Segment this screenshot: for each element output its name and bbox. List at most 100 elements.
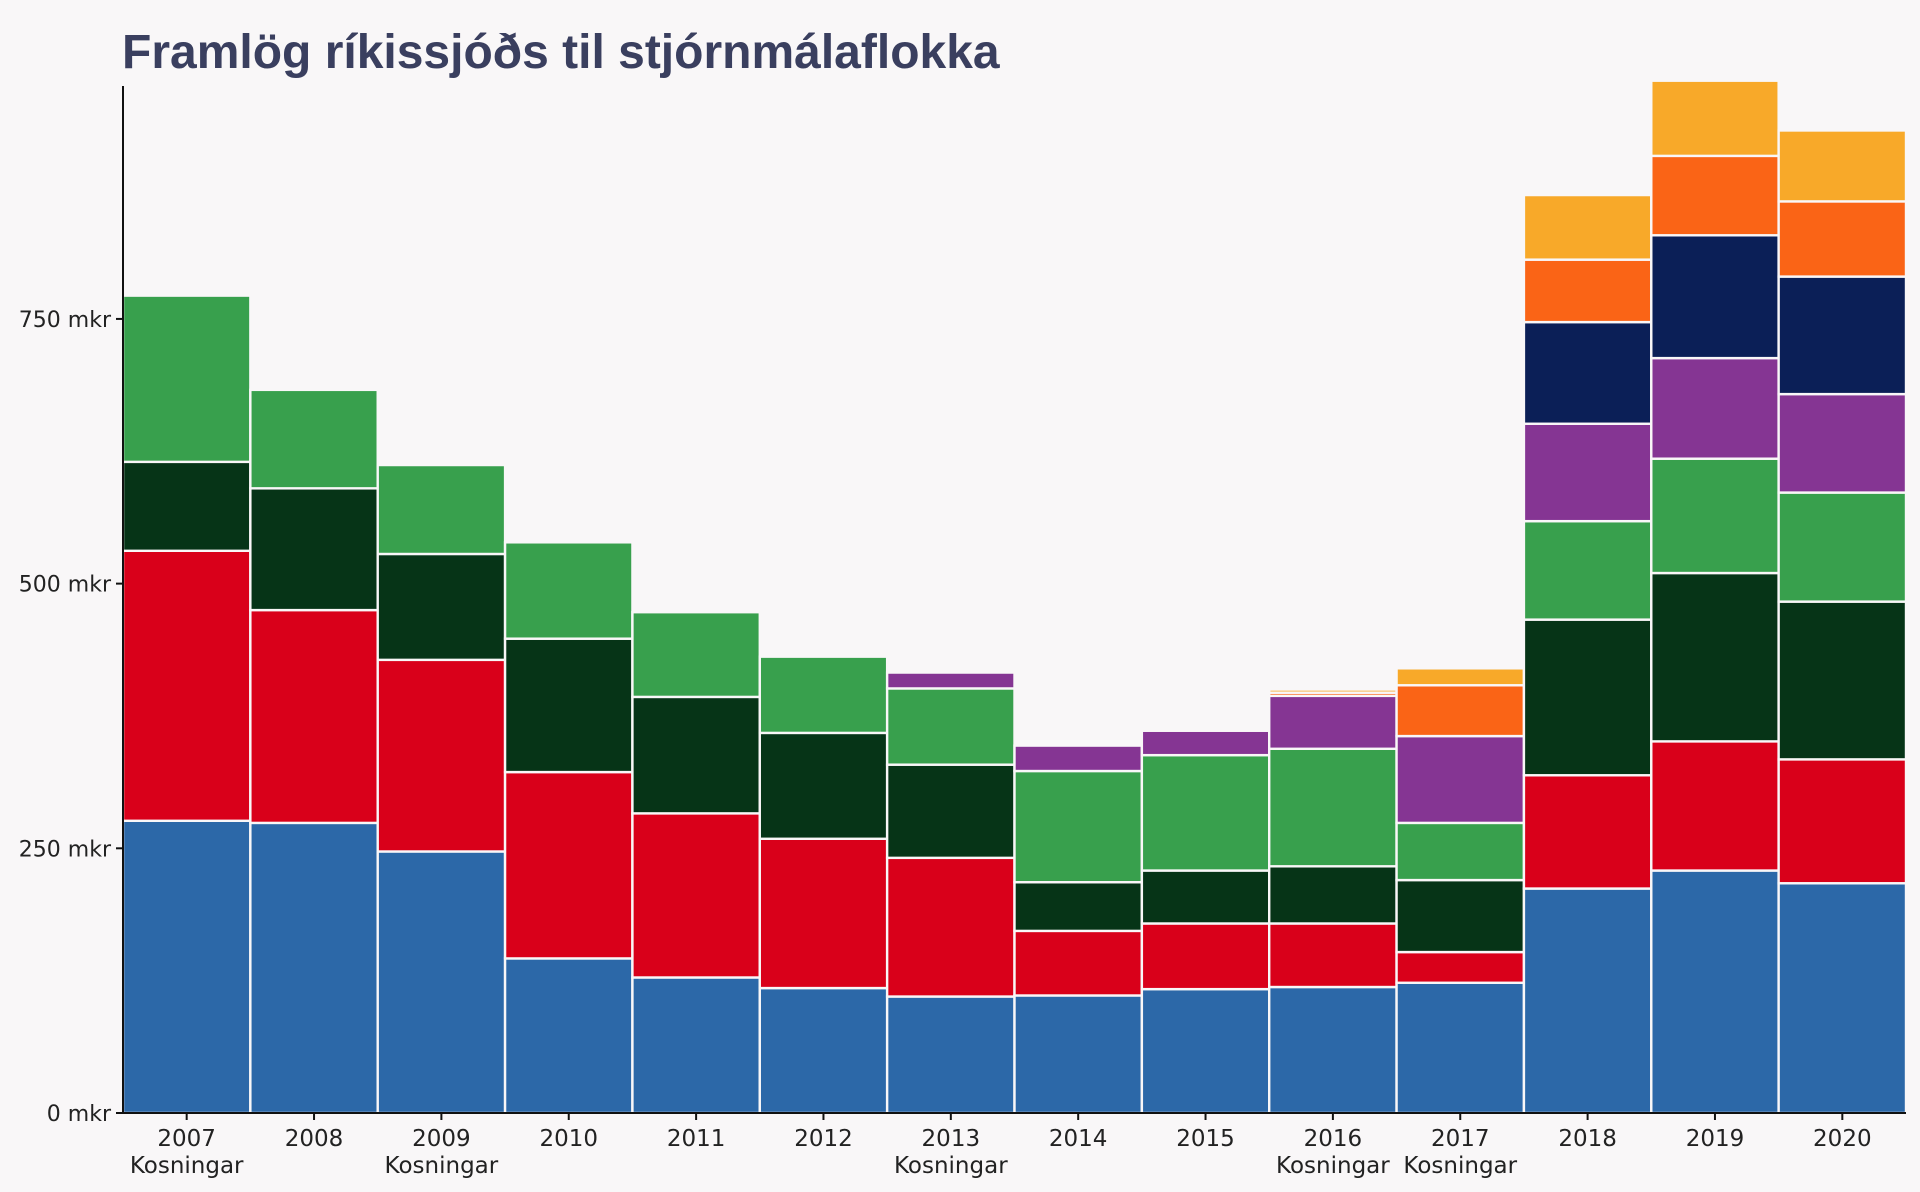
bar-2008-series-1 — [249, 821, 379, 1115]
election-annotation: Kosningar — [1403, 1153, 1517, 1179]
bar-2012-series-1 — [758, 986, 889, 1115]
bar-2018-series-8 — [1522, 193, 1653, 261]
bar-2019-series-6 — [1650, 234, 1780, 360]
election-annotation: Kosningar — [1276, 1153, 1390, 1179]
bar-2020-series-1 — [1777, 882, 1908, 1115]
bar-2010-series-2 — [503, 770, 634, 960]
y-tick-label: 750 mkr — [19, 308, 112, 333]
bar-2015-series-3 — [1140, 869, 1271, 925]
x-tick-label: 2015 — [1176, 1126, 1235, 1152]
x-tick-label: 2020 — [1813, 1126, 1872, 1152]
bar-2019-series-5 — [1650, 356, 1780, 460]
bar-2008-series-2 — [249, 608, 379, 825]
election-annotation: Kosningar — [385, 1153, 499, 1179]
bar-2015-series-2 — [1140, 922, 1271, 991]
chart-title: Framlög ríkissjóðs til stjórnmálaflokka — [122, 26, 1000, 79]
bar-2020-series-7 — [1777, 200, 1908, 278]
y-tick-label: 250 mkr — [19, 837, 112, 862]
bar-2017-series-8 — [1395, 667, 1526, 687]
bar-2008-series-3 — [249, 487, 379, 612]
y-tick-label: 500 mkr — [19, 573, 112, 598]
bar-2007-series-1 — [121, 819, 252, 1115]
bar-2017-series-5 — [1395, 734, 1526, 825]
bar-2016-series-1 — [1268, 985, 1398, 1115]
bar-2010-series-1 — [503, 957, 634, 1115]
bar-2010-series-4 — [503, 541, 634, 640]
bar-2016-series-8 — [1268, 688, 1398, 694]
bar-2018-series-2 — [1522, 774, 1653, 890]
bar-2013-series-4 — [885, 687, 1016, 766]
bar-2015-series-1 — [1140, 987, 1271, 1115]
bar-2009-series-3 — [376, 552, 507, 662]
bar-2009-series-1 — [376, 850, 507, 1115]
bar-2008-series-4 — [249, 388, 379, 490]
bar-2019-series-7 — [1650, 154, 1780, 237]
election-annotation: Kosningar — [130, 1153, 244, 1179]
bar-2017-series-2 — [1395, 950, 1526, 984]
bar-2015-series-4 — [1140, 753, 1271, 872]
bar-2012-series-2 — [758, 837, 889, 990]
x-tick-label: 2010 — [539, 1126, 598, 1152]
bar-2014-series-2 — [1013, 929, 1144, 997]
bar-2009-series-2 — [376, 658, 507, 853]
bar-2014-series-4 — [1013, 769, 1144, 884]
bar-2011-series-2 — [631, 812, 761, 979]
x-tick-label: 2014 — [1049, 1126, 1108, 1152]
bar-2007-series-4 — [121, 294, 252, 464]
bar-2016-series-4 — [1268, 747, 1398, 868]
bar-2016-series-2 — [1268, 922, 1398, 989]
bar-2017-series-1 — [1395, 981, 1526, 1115]
bar-2011-series-4 — [631, 611, 761, 699]
bar-2012-series-3 — [758, 731, 889, 840]
bar-2020-series-2 — [1777, 758, 1908, 885]
bar-2014-series-5 — [1013, 744, 1144, 773]
bar-2009-series-4 — [376, 463, 507, 556]
bar-2019-series-3 — [1650, 571, 1780, 743]
bar-2017-series-4 — [1395, 821, 1526, 882]
x-tick-label: 2019 — [1686, 1126, 1745, 1152]
bar-2019-series-8 — [1650, 79, 1780, 158]
bar-2018-series-4 — [1522, 519, 1653, 621]
bar-2020-series-3 — [1777, 600, 1908, 761]
bar-2020-series-5 — [1777, 392, 1908, 494]
x-tick-label: 2012 — [794, 1126, 853, 1152]
bar-2019-series-2 — [1650, 740, 1780, 872]
bar-2019-series-4 — [1650, 457, 1780, 575]
bar-2011-series-3 — [631, 695, 761, 815]
x-tick-label: 2013 — [922, 1126, 981, 1152]
bar-2015-series-5 — [1140, 729, 1271, 757]
bar-2012-series-4 — [758, 655, 889, 735]
bar-2013-series-5 — [885, 671, 1016, 690]
bar-2007-series-3 — [121, 460, 252, 552]
bar-2017-series-3 — [1395, 878, 1526, 954]
x-tick-label: 2016 — [1304, 1126, 1363, 1152]
bar-2018-series-5 — [1522, 422, 1653, 523]
bars-group — [121, 79, 1908, 1115]
bar-2013-series-3 — [885, 763, 1016, 860]
y-axis: 0 mkr 250 mkr 500 mkr 750 mkr — [19, 86, 124, 1127]
bar-2007-series-2 — [121, 549, 252, 822]
y-tick-label: 0 mkr — [47, 1102, 112, 1127]
bar-2018-series-7 — [1522, 258, 1653, 324]
bar-2013-series-2 — [885, 856, 1016, 998]
x-tick-label: 2009 — [412, 1126, 471, 1152]
x-tick-label: 2017 — [1431, 1126, 1490, 1152]
bar-2018-series-3 — [1522, 618, 1653, 777]
x-tick-label: 2008 — [285, 1126, 344, 1152]
bar-2014-series-1 — [1013, 994, 1144, 1115]
bar-2013-series-1 — [885, 995, 1016, 1115]
bar-2020-series-6 — [1777, 275, 1908, 396]
election-annotation: Kosningar — [894, 1153, 1008, 1179]
bar-2020-series-4 — [1777, 491, 1908, 603]
bar-2020-series-8 — [1777, 129, 1908, 203]
bar-2016-series-3 — [1268, 865, 1398, 925]
bar-2014-series-3 — [1013, 880, 1144, 933]
bar-2011-series-1 — [631, 976, 761, 1115]
x-tick-label: 2007 — [157, 1126, 216, 1152]
bar-2017-series-7 — [1395, 684, 1526, 738]
x-tick-label: 2011 — [667, 1126, 726, 1152]
x-tick-label: 2018 — [1558, 1126, 1617, 1152]
bar-2010-series-3 — [503, 637, 634, 774]
